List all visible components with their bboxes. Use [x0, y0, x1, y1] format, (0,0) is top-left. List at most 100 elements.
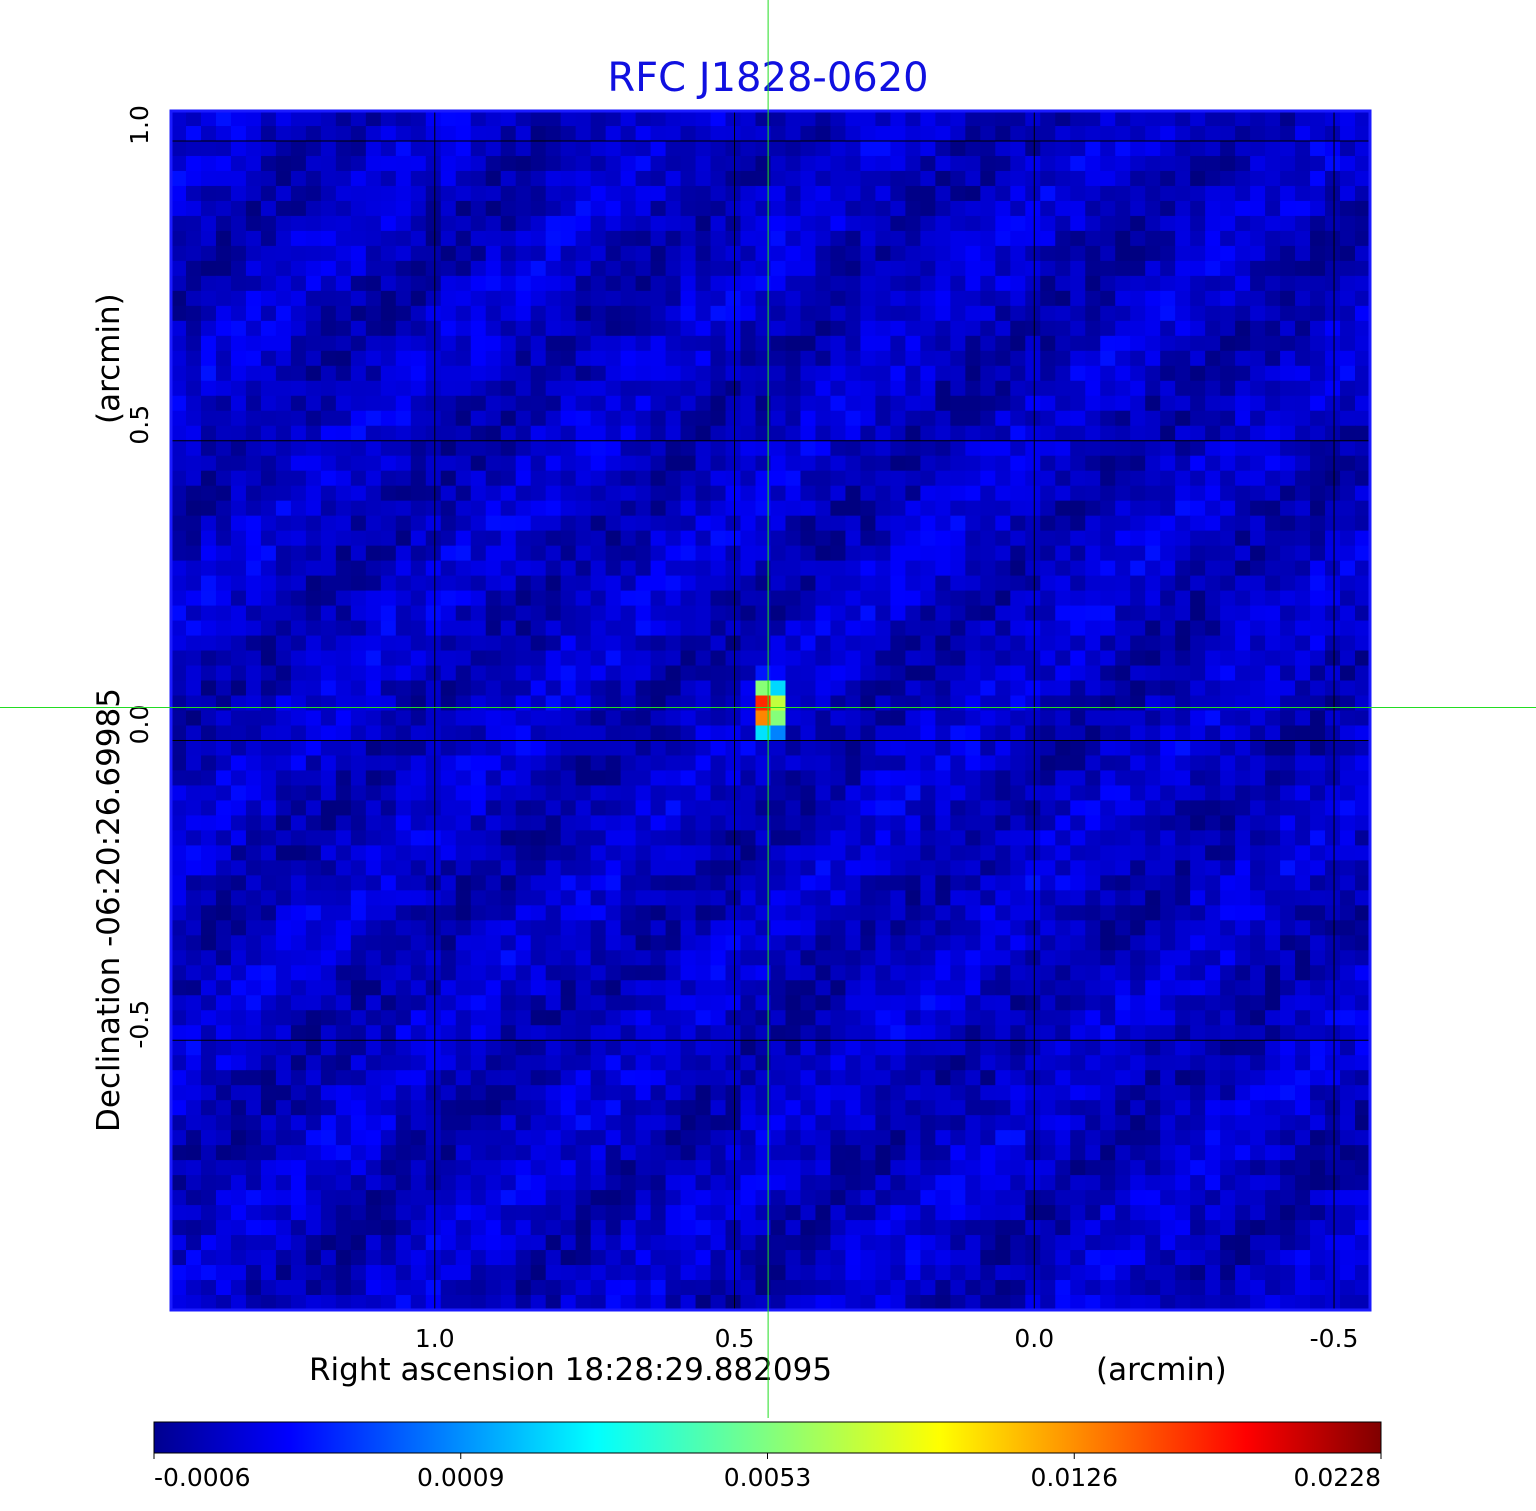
heatmap-cell [1295, 680, 1311, 697]
heatmap-cell [335, 1010, 352, 1026]
heatmap-cell [650, 770, 667, 787]
heatmap-cell [950, 485, 966, 502]
heatmap-cell [845, 1010, 862, 1026]
heatmap-cell [185, 605, 202, 622]
heatmap-cell [335, 455, 352, 472]
heatmap-cell [380, 275, 397, 292]
heatmap-cell [650, 785, 667, 802]
heatmap-cell [1355, 170, 1370, 187]
heatmap-cell [275, 320, 292, 337]
heatmap-cell [950, 980, 966, 996]
heatmap-cell [875, 380, 891, 397]
heatmap-cell [845, 545, 862, 562]
heatmap-cell [380, 875, 397, 891]
heatmap-cell [575, 155, 592, 172]
heatmap-cell [185, 200, 202, 217]
heatmap-cell [980, 590, 996, 607]
heatmap-cell [905, 215, 921, 232]
heatmap-cell [245, 665, 262, 682]
heatmap-cell [710, 680, 727, 697]
heatmap-cell [740, 635, 757, 652]
heatmap-cell [1340, 890, 1356, 906]
heatmap-cell [1310, 905, 1326, 921]
heatmap-cell [1085, 290, 1101, 307]
heatmap-cell [800, 695, 817, 712]
heatmap-cell [500, 755, 517, 772]
heatmap-cell [1190, 425, 1206, 442]
heatmap-cell [1055, 335, 1071, 352]
heatmap-cell [695, 410, 712, 427]
heatmap-cell [980, 1025, 996, 1041]
heatmap-cell [890, 485, 906, 502]
heatmap-cell [260, 590, 277, 607]
heatmap-cell [1340, 395, 1356, 412]
heatmap-cell [185, 995, 202, 1011]
heatmap-cell [200, 770, 217, 787]
heatmap-cell [1220, 995, 1236, 1011]
heatmap-cell [335, 980, 352, 996]
heatmap-cell [695, 305, 712, 322]
heatmap-cell [1115, 111, 1131, 127]
heatmap-cell [680, 530, 697, 547]
heatmap-cell [171, 485, 187, 502]
heatmap-cell [1280, 965, 1296, 981]
heatmap-cell [305, 215, 322, 232]
heatmap-cell [710, 140, 727, 157]
heatmap-cell [425, 815, 442, 831]
heatmap-cell [1175, 350, 1191, 367]
heatmap-cell [380, 185, 397, 202]
heatmap-cell [335, 275, 352, 292]
heatmap-cell [530, 350, 547, 367]
heatmap-cell [1325, 695, 1341, 712]
heatmap-cell [1220, 560, 1236, 577]
heatmap-cell [785, 500, 802, 517]
heatmap-cell [470, 410, 487, 427]
heatmap-cell [875, 890, 891, 906]
heatmap-cell [740, 395, 757, 412]
heatmap-cell [485, 710, 502, 727]
heatmap-cell [1295, 1010, 1311, 1026]
heatmap-cell [335, 545, 352, 562]
heatmap-cell [530, 620, 547, 637]
heatmap-cell [1175, 815, 1191, 831]
heatmap-cell [740, 335, 757, 352]
heatmap-cell [260, 905, 277, 921]
heatmap-cell [530, 980, 547, 996]
heatmap-cell [890, 200, 906, 217]
heatmap-cell [650, 305, 667, 322]
heatmap-cell [575, 905, 592, 921]
heatmap-cell [260, 530, 277, 547]
heatmap-cell [515, 500, 532, 517]
heatmap-cell [1355, 515, 1370, 532]
heatmap-cell [1235, 965, 1251, 981]
heatmap-cell [695, 935, 712, 951]
heatmap-cell [1190, 950, 1206, 966]
heatmap-cell [860, 920, 877, 936]
heatmap-cell [1205, 230, 1221, 247]
heatmap-cell [1025, 965, 1041, 981]
heatmap-cell [1070, 485, 1086, 502]
heatmap-cell [1190, 185, 1206, 202]
heatmap-cell [785, 770, 802, 787]
heatmap-cell [1160, 305, 1176, 322]
heatmap-cell [605, 380, 622, 397]
heatmap-cell [275, 425, 292, 442]
heatmap-cell [890, 575, 906, 592]
heatmap-cell [320, 425, 337, 442]
heatmap-cell [200, 815, 217, 831]
heatmap-cell [215, 590, 232, 607]
heatmap-cell [171, 935, 187, 951]
heatmap-cell [950, 575, 966, 592]
heatmap-cell [695, 800, 712, 817]
heatmap-cell [305, 545, 322, 562]
heatmap-cell [1040, 500, 1056, 517]
heatmap-cell [770, 920, 787, 936]
heatmap-cell [455, 980, 472, 996]
heatmap-cell [755, 425, 772, 442]
heatmap-cell [171, 680, 187, 697]
heatmap-cell [425, 890, 442, 906]
heatmap-cell [440, 215, 457, 232]
heatmap-cell [275, 485, 292, 502]
heatmap-cell [320, 995, 337, 1011]
heatmap-cell [950, 800, 966, 817]
